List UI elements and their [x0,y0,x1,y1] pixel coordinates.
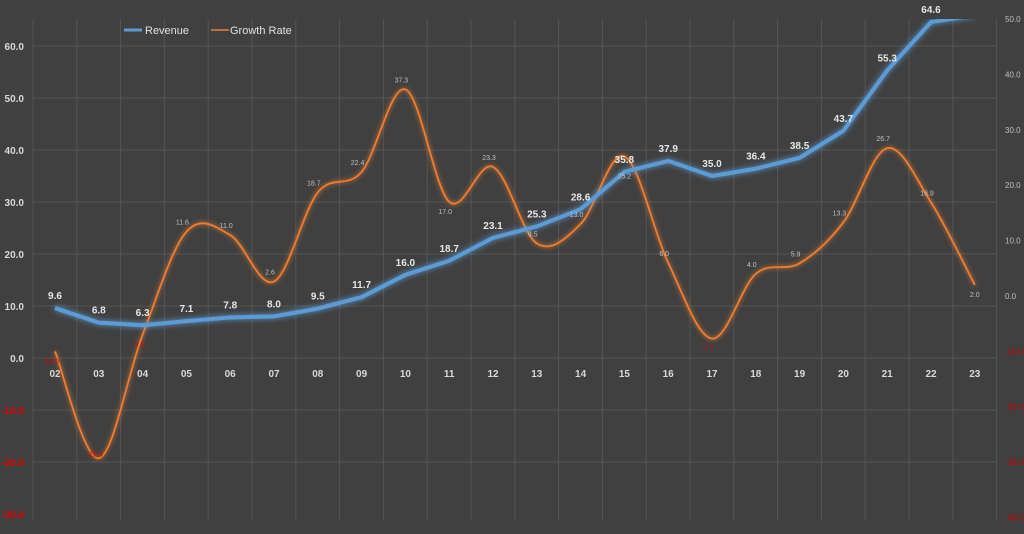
category-label: 21 [882,369,894,380]
growth-rate-data-label: 16.9 [920,190,934,197]
growth-rate-data-label: 13.3 [833,210,847,217]
growth-rate-data-label: -7.7 [702,346,714,353]
growth-rate-data-label: -7.0 [133,342,145,349]
legend-growth-rate: Growth Rate [230,25,292,37]
left-tick-label: -10.0 [1,406,24,417]
growth-rate-data-label: 18.7 [307,180,321,187]
revenue-data-label: 11.7 [352,280,371,291]
revenue-data-label: 35.0 [702,159,722,170]
growth-rate-data-label: 2.6 [265,270,275,277]
growth-rate-data-label: 5.9 [791,251,801,258]
legend: Revenue Growth Rate [124,25,292,37]
right-tick-label: -10.0 [1005,347,1024,356]
left-tick-label: -20.0 [1,458,24,469]
category-label: 23 [969,369,981,380]
right-tick-label: 30.0 [1005,126,1021,135]
revenue-data-label: 9.5 [311,292,325,303]
left-axis: 60.0 50.0 40.0 30.0 20.0 10.0 0.0 -10.0 -20.0 -30… [1,42,24,521]
category-label: 14 [575,369,587,380]
category-label: 19 [794,369,806,380]
category-label: 03 [93,369,105,380]
growth-rate-data-label: 9.5 [528,231,538,238]
right-tick-label: -40.0 [1005,514,1024,523]
x-axis: 02 03 04 05 06 07 08 09 10 11 12 13 14 15 16 17 18 19 20 21… [49,369,980,380]
growth-rate-data-label: -10.0 [43,358,59,365]
category-label: 17 [706,369,718,380]
right-tick-label: 50.0 [1005,15,1021,24]
revenue-data-label: 6.8 [92,306,106,317]
right-tick-label: 20.0 [1005,181,1021,190]
category-label: 13 [531,369,543,380]
revenue-data-label: 64.6 [921,5,941,16]
category-label: 16 [663,369,675,380]
category-label: 08 [312,369,324,380]
right-tick-label: 0.0 [1005,292,1017,301]
revenue-data-label: 18.7 [439,244,459,255]
right-tick-label: 40.0 [1005,70,1021,79]
gridlines [32,19,998,520]
category-label: 09 [356,369,368,380]
category-label: 10 [400,369,412,380]
left-tick-label: 0.0 [10,354,24,365]
growth-rate-data-label: 25.2 [618,173,632,180]
right-tick-label: 10.0 [1005,237,1021,246]
growth-rate-data-label: 22.4 [351,160,365,167]
right-tick-label: -20.0 [1005,403,1024,412]
left-tick-label: 20.0 [5,250,25,261]
growth-rate-data-label: 26.7 [876,136,890,143]
growth-rate-data-label: 23.3 [482,155,496,162]
revenue-data-label: 7.1 [179,304,193,315]
revenue-data-label: 25.3 [527,209,547,220]
left-tick-label: 60.0 [5,42,25,53]
category-label: 15 [619,369,631,380]
category-label: 05 [181,369,193,380]
category-label: 11 [444,369,455,380]
revenue-data-label: 35.8 [615,155,635,166]
legend-revenue: Revenue [145,25,189,37]
right-axis: 50.0 40.0 30.0 20.0 10.0 0.0 -10.0 -20.0 -30.0 -4… [1005,15,1024,523]
left-tick-label: 10.0 [5,302,25,313]
revenue-data-label: 43.7 [834,114,854,125]
series-line-revenue [54,19,965,328]
category-label: 22 [925,369,937,380]
growth-rate-data-label: 2.0 [970,292,980,299]
growth-rate-data-label: 4.0 [747,262,757,269]
growth-rate-data-label: 17.0 [438,209,452,216]
revenue-data-label: 7.8 [223,300,237,311]
category-label: 18 [750,369,762,380]
growth-rate-data-label: 37.3 [395,77,409,84]
revenue-data-label: 8.0 [267,299,281,310]
category-label: 07 [268,369,280,380]
revenue-data-label: 23.1 [483,221,503,232]
category-label: 20 [838,369,850,380]
revenue-data-label: 38.5 [790,141,810,152]
revenue-data-label: 37.9 [658,144,678,155]
left-tick-label: -30.0 [1,510,24,521]
revenue-data-label: 36.4 [746,152,766,163]
revenue-data-label: 9.6 [48,291,62,302]
growth-rate-data-label: 13.0 [570,212,584,219]
left-tick-label: 40.0 [5,146,25,157]
revenue-data-label: 16.0 [396,258,416,269]
revenue-data-label: 55.3 [877,53,897,64]
category-label: 06 [225,369,237,380]
category-label: 02 [49,369,61,380]
growth-rate-data-label: 11.6 [176,220,189,227]
left-tick-label: 50.0 [5,94,25,105]
left-tick-label: 30.0 [5,198,25,209]
revenue-data-label: 6.3 [136,308,150,319]
growth-rate-data-label: -29.3 [87,451,103,458]
revenue-data-label: 28.6 [571,192,591,203]
category-label: 04 [137,369,149,380]
growth-rate-data-label: 6.0 [659,251,669,258]
category-label: 12 [487,369,499,380]
growth-rate-data-label: 11.0 [220,223,233,230]
right-tick-label: -30.0 [1005,458,1024,467]
